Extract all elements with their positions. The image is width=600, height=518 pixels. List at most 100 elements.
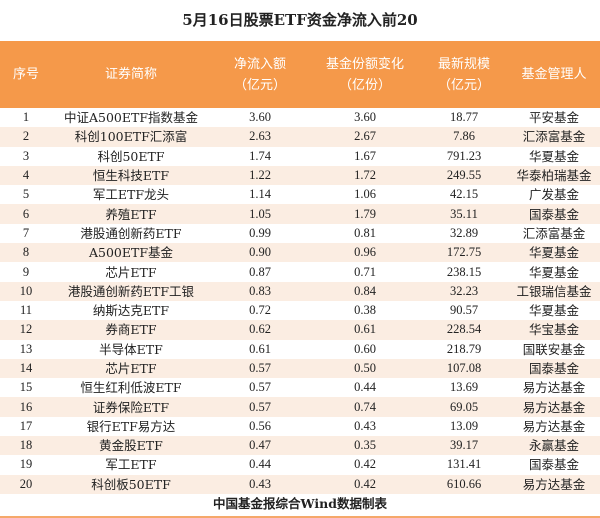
cell-rank: 18 xyxy=(19,438,33,453)
cell-rank: 8 xyxy=(22,245,30,260)
cell-share-change: 0.71 xyxy=(354,264,376,279)
cell-aum: 228.54 xyxy=(446,322,482,337)
cell-share-change: 0.96 xyxy=(354,245,376,260)
cell-share-change: 0.61 xyxy=(354,322,376,337)
cell-share-change: 1.72 xyxy=(354,168,376,183)
cell-net-inflow: 0.87 xyxy=(249,264,271,279)
cell-manager: 永赢基金 xyxy=(528,438,579,454)
cell-manager: 易方达基金 xyxy=(522,476,586,492)
cell-manager: 国泰基金 xyxy=(528,457,579,473)
cell-net-inflow: 0.62 xyxy=(249,322,271,337)
cell-aum: 35.11 xyxy=(450,206,478,221)
cell-share-change: 3.60 xyxy=(354,110,376,125)
cell-net-inflow: 0.56 xyxy=(249,418,271,433)
cell-aum: 238.15 xyxy=(446,264,482,279)
cell-rank: 16 xyxy=(19,399,33,414)
cell-net-inflow: 0.61 xyxy=(249,341,271,356)
cell-aum: 13.69 xyxy=(449,380,479,395)
table-row: 9 芯片ETF 0.87 0.71 238.15 华夏基金 xyxy=(0,262,600,281)
cell-share-change: 0.42 xyxy=(354,457,376,472)
table-row: 5 军工ETF龙头 1.14 1.06 42.15 广发基金 xyxy=(0,185,600,204)
cell-name: 港股通创新药ETF工银 xyxy=(67,283,195,299)
cell-aum: 13.09 xyxy=(449,418,479,433)
cell-rank: 1 xyxy=(22,110,30,125)
cell-rank: 4 xyxy=(22,168,30,183)
cell-rank: 11 xyxy=(19,303,33,318)
cell-net-inflow: 0.72 xyxy=(249,303,271,318)
cell-aum: 172.75 xyxy=(446,245,482,260)
cell-aum: 131.41 xyxy=(446,457,482,472)
cell-net-inflow: 3.60 xyxy=(249,110,271,125)
cell-manager: 华夏基金 xyxy=(528,245,579,261)
cell-share-change: 1.06 xyxy=(354,187,376,202)
table-row: 17 银行ETF易方达 0.56 0.43 13.09 易方达基金 xyxy=(0,417,600,436)
page-title: 5月16日股票ETF资金净流入前20 xyxy=(182,11,418,29)
column-header-manager: 基金管理人 xyxy=(521,67,587,82)
cell-net-inflow: 0.99 xyxy=(249,225,271,240)
cell-rank: 20 xyxy=(19,476,33,491)
cell-name: 军工ETF龙头 xyxy=(92,187,170,203)
table-row: 3 科创50ETF 1.74 1.67 791.23 华夏基金 xyxy=(0,147,600,166)
cell-manager: 华夏基金 xyxy=(528,264,579,280)
cell-manager: 易方达基金 xyxy=(522,380,586,396)
table-header: 序号 证券简称 净流入额 （亿元） 基金份额变化 （亿份） 最新规模 （亿元） xyxy=(0,41,600,108)
cell-share-change: 0.84 xyxy=(354,283,376,298)
cell-name: 证券保险ETF xyxy=(92,399,170,415)
cell-aum: 90.57 xyxy=(449,303,479,318)
cell-aum: 32.23 xyxy=(449,283,479,298)
table-row: 20 科创板50ETF 0.43 0.42 610.66 易方达基金 xyxy=(0,474,600,494)
cell-share-change: 0.42 xyxy=(354,476,376,491)
cell-name: 养殖ETF xyxy=(105,206,157,222)
source-note: 中国基金报综合Wind数据制表 xyxy=(0,494,600,518)
table-row: 1 中证A500ETF指数基金 3.60 3.60 18.77 平安基金 xyxy=(0,108,600,127)
cell-manager: 华泰柏瑞基金 xyxy=(516,168,592,184)
cell-name: 黄金股ETF xyxy=(99,438,163,454)
cell-name: 券商ETF xyxy=(105,322,157,338)
table-row: 10 港股通创新药ETF工银 0.83 0.84 32.23 工银瑞信基金 xyxy=(0,281,600,301)
cell-manager: 汇添富基金 xyxy=(522,129,586,145)
cell-name: 恒生红利低波ETF xyxy=(80,380,182,396)
cell-name: 恒生科技ETF xyxy=(92,168,170,184)
cell-net-inflow: 2.63 xyxy=(249,129,271,144)
cell-manager: 工银瑞信基金 xyxy=(516,283,592,299)
cell-manager: 汇添富基金 xyxy=(522,225,586,241)
cell-share-change: 2.67 xyxy=(354,129,376,144)
cell-manager: 广发基金 xyxy=(528,187,579,203)
cell-rank: 6 xyxy=(22,206,30,221)
cell-aum: 39.17 xyxy=(449,438,479,453)
cell-net-inflow: 1.05 xyxy=(249,206,271,221)
cell-net-inflow: 1.14 xyxy=(249,187,271,202)
table-row: 7 港股通创新药ETF 0.99 0.81 32.89 汇添富基金 xyxy=(0,224,600,243)
cell-name: 半导体ETF xyxy=(99,341,163,357)
cell-net-inflow: 0.57 xyxy=(249,361,271,375)
column-header-net-inflow: 净流入额 （亿元） xyxy=(233,56,286,93)
table-row: 11 纳斯达克ETF 0.72 0.38 90.57 华夏基金 xyxy=(0,301,600,320)
cell-rank: 3 xyxy=(22,148,30,163)
cell-manager: 华宝基金 xyxy=(528,322,579,338)
cell-aum: 18.77 xyxy=(449,110,479,125)
cell-share-change: 0.35 xyxy=(354,438,376,453)
column-header-aum: 最新规模 （亿元） xyxy=(437,56,490,93)
cell-rank: 12 xyxy=(19,322,33,337)
cell-net-inflow: 1.22 xyxy=(249,168,271,183)
cell-share-change: 1.79 xyxy=(354,206,376,221)
cell-rank: 7 xyxy=(22,225,30,240)
cell-aum: 218.79 xyxy=(446,341,482,356)
cell-name: 银行ETF易方达 xyxy=(86,418,176,434)
cell-name: 芯片ETF xyxy=(105,361,157,376)
cell-share-change: 0.43 xyxy=(354,418,376,433)
cell-net-inflow: 0.47 xyxy=(249,438,271,453)
table-row: 15 恒生红利低波ETF 0.57 0.44 13.69 易方达基金 xyxy=(0,378,600,397)
cell-share-change: 0.44 xyxy=(354,380,376,395)
cell-name: 科创50ETF xyxy=(97,148,165,164)
cell-manager: 易方达基金 xyxy=(522,399,586,415)
cell-name: 科创板50ETF xyxy=(91,476,171,492)
cell-name: 军工ETF xyxy=(105,457,157,473)
cell-share-change: 0.81 xyxy=(354,225,376,240)
cell-name: A500ETF基金 xyxy=(88,245,174,261)
cell-aum: 610.66 xyxy=(446,476,482,491)
table-row: 19 军工ETF 0.44 0.42 131.41 国泰基金 xyxy=(0,455,600,474)
cell-aum: 32.89 xyxy=(449,225,479,240)
cell-name: 纳斯达克ETF xyxy=(92,303,170,319)
